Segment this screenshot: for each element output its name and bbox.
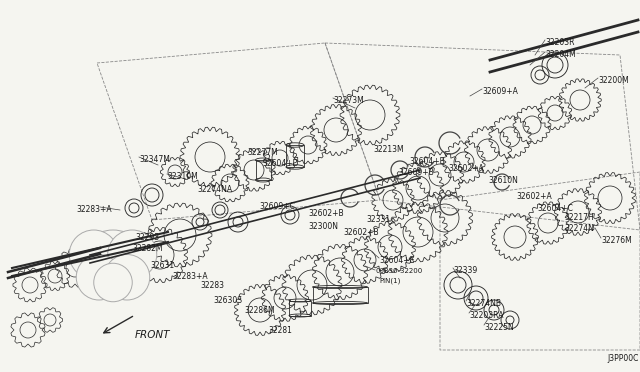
Text: 32283+A: 32283+A: [172, 272, 207, 281]
Text: 00830-32200: 00830-32200: [375, 268, 422, 274]
Text: 32331: 32331: [366, 215, 390, 224]
Circle shape: [76, 254, 122, 300]
Circle shape: [69, 230, 118, 279]
Text: 32286M: 32286M: [244, 306, 275, 315]
Bar: [312, 287, 367, 303]
Text: 32203RA: 32203RA: [469, 311, 504, 320]
Text: 32274NB: 32274NB: [466, 299, 501, 308]
Text: 32273M: 32273M: [333, 96, 364, 105]
Bar: [255, 160, 271, 180]
Text: 32602+A: 32602+A: [448, 164, 484, 173]
Text: 32281: 32281: [268, 326, 292, 335]
Text: J3PP00C: J3PP00C: [607, 354, 638, 363]
Text: 32293: 32293: [135, 233, 159, 242]
Circle shape: [78, 230, 148, 300]
Text: 32609+A: 32609+A: [482, 87, 518, 96]
Text: 32283+A: 32283+A: [76, 205, 111, 214]
Text: 32609+B: 32609+B: [398, 168, 434, 177]
Text: 32631: 32631: [150, 261, 174, 270]
Text: 32282M: 32282M: [132, 244, 163, 253]
Bar: [286, 145, 304, 167]
Text: 32274NA: 32274NA: [197, 185, 232, 194]
Circle shape: [93, 263, 132, 302]
Circle shape: [104, 254, 150, 300]
Text: 32610N: 32610N: [488, 176, 518, 185]
Text: 32630S: 32630S: [213, 296, 242, 305]
Text: 32276M: 32276M: [601, 236, 632, 245]
Text: 32604+C: 32604+C: [537, 204, 573, 213]
Text: 32277M: 32277M: [247, 148, 278, 157]
Text: 32310M: 32310M: [167, 172, 198, 181]
Text: 32203R: 32203R: [545, 38, 575, 47]
Text: 32339: 32339: [453, 266, 477, 275]
Text: FRONT: FRONT: [135, 330, 170, 340]
Text: PIN(1): PIN(1): [379, 278, 401, 285]
Text: 32300N: 32300N: [308, 222, 338, 231]
Text: 32274N: 32274N: [564, 224, 594, 233]
Bar: [289, 301, 311, 315]
Text: 32283: 32283: [200, 281, 224, 290]
Text: 32604+D: 32604+D: [262, 159, 298, 168]
Text: 32213M: 32213M: [373, 145, 404, 154]
Text: 32217H: 32217H: [564, 213, 594, 222]
Text: 32609+C: 32609+C: [259, 202, 295, 211]
Text: 32225N: 32225N: [484, 323, 514, 332]
Text: 32204M: 32204M: [545, 50, 576, 59]
Text: 32604+B: 32604+B: [409, 157, 445, 166]
Circle shape: [108, 230, 157, 279]
Text: 32602+A: 32602+A: [516, 192, 552, 201]
Text: 32604+E: 32604+E: [379, 256, 414, 265]
Text: 32200M: 32200M: [598, 76, 628, 85]
Text: 32347M: 32347M: [139, 155, 170, 164]
Text: 32602+B: 32602+B: [343, 228, 379, 237]
Text: 32602+B: 32602+B: [308, 209, 344, 218]
